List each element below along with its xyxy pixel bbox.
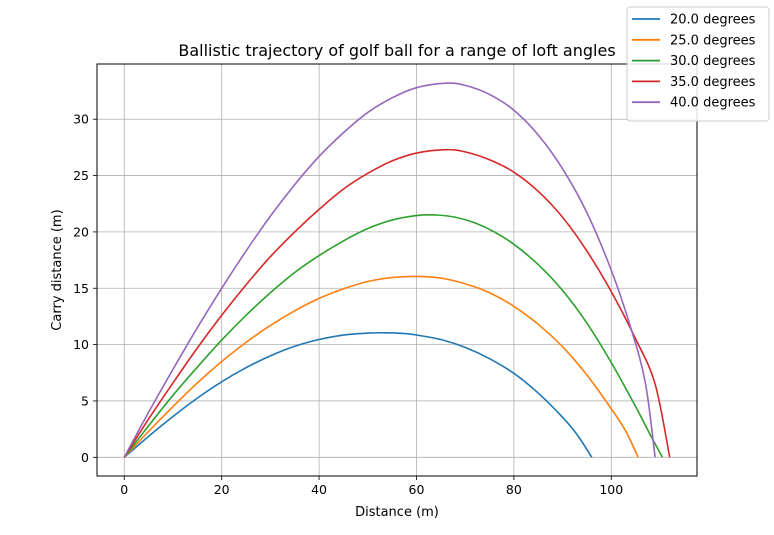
legend-label: 40.0 degrees	[670, 96, 756, 111]
legend-label: 30.0 degrees	[670, 54, 756, 69]
x-tick-label: 40	[311, 482, 327, 497]
y-tick-label: 25	[73, 168, 89, 183]
y-tick-label: 20	[73, 224, 89, 239]
x-tick-label: 0	[120, 482, 128, 497]
legend-label: 35.0 degrees	[670, 75, 756, 90]
series-lines	[123, 82, 671, 458]
x-tick-label: 80	[506, 482, 522, 497]
y-tick-label: 10	[73, 337, 89, 352]
y-tick-label: 5	[81, 393, 89, 408]
legend-box	[626, 6, 770, 122]
y-tick-label: 0	[81, 450, 89, 465]
series-line-3	[123, 214, 664, 458]
x-tick-label: 60	[409, 482, 425, 497]
legend-label: 25.0 degrees	[670, 33, 756, 48]
x-axis-label: Distance (m)	[355, 505, 439, 520]
x-tick-label: 20	[214, 482, 230, 497]
y-tick-label: 30	[73, 112, 89, 127]
legend: 20.0 degrees 25.0 degrees 30.0 degrees 35.0…	[626, 6, 770, 122]
axis-ticks: 0 20 40 60 80 100 0 5 10 15 20 25 30	[73, 112, 623, 497]
chart-title: Ballistic trajectory of golf ball for a …	[178, 41, 615, 60]
series-line-5	[123, 82, 656, 458]
series-line-2	[123, 275, 639, 458]
legend-label: 20.0 degrees	[670, 13, 756, 28]
x-tick-label: 100	[599, 482, 623, 497]
y-tick-label: 15	[73, 281, 89, 296]
y-axis-label: Carry distance (m)	[50, 209, 65, 330]
grid-lines	[97, 64, 697, 476]
series-line-4	[123, 148, 671, 458]
plot-frame	[96, 63, 698, 477]
series-line-1	[123, 331, 593, 458]
